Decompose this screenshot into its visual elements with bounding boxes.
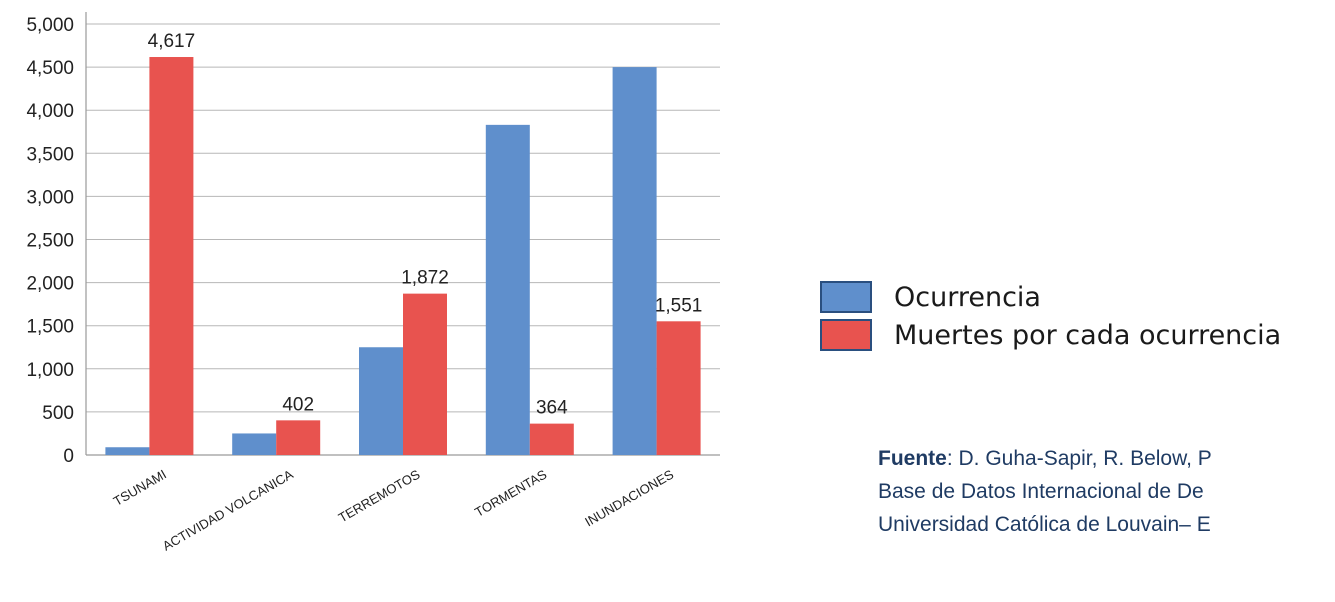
y-tick-label: 3,500 bbox=[26, 144, 74, 165]
bar-muertes bbox=[403, 293, 447, 455]
legend: Ocurrencia Muertes por cada ocurrencia bbox=[820, 278, 1281, 354]
x-tick-label: TORMENTAS bbox=[472, 466, 549, 519]
legend-swatch-ocurrencia bbox=[820, 281, 872, 313]
x-tick-label: TERREMOTOS bbox=[336, 466, 423, 525]
data-label: 4,617 bbox=[148, 31, 196, 52]
y-tick-label: 1,000 bbox=[26, 360, 74, 381]
y-tick-label: 2,500 bbox=[26, 231, 74, 252]
y-tick-label: 500 bbox=[42, 403, 74, 424]
data-label: 402 bbox=[282, 394, 314, 415]
y-tick-label: 3,000 bbox=[26, 187, 74, 208]
bar-muertes bbox=[149, 57, 194, 456]
source-line-1: Fuente: D. Guha-Sapir, R. Below, P bbox=[878, 442, 1212, 475]
y-tick-label: 0 bbox=[63, 446, 74, 467]
legend-swatch-muertes bbox=[820, 319, 872, 351]
bars bbox=[105, 57, 701, 456]
data-label: 364 bbox=[536, 398, 568, 419]
bar-ocurrencia bbox=[359, 347, 403, 455]
y-tick-label: 5,000 bbox=[26, 15, 74, 36]
bar-ocurrencia bbox=[485, 124, 530, 455]
y-tick-label: 2,000 bbox=[26, 274, 74, 295]
x-tick-label: TSUNAMI bbox=[111, 467, 169, 509]
y-tick-label: 1,500 bbox=[26, 317, 74, 338]
legend-label-muertes: Muertes por cada ocurrencia bbox=[894, 319, 1282, 351]
bar-muertes bbox=[529, 423, 574, 455]
bar-chart: 0 500 1,000 1,500 2,000 2,500 3,000 3,500 4,000 4… bbox=[26, 12, 720, 554]
source-line-2: Base de Datos Internacional de De bbox=[878, 480, 1204, 503]
legend-item-muertes: Muertes por cada ocurrencia bbox=[820, 316, 1281, 354]
y-tick-label: 4,500 bbox=[26, 58, 74, 79]
source-text-1: : D. Guha-Sapir, R. Below, P bbox=[946, 447, 1212, 470]
bar-muertes bbox=[276, 420, 321, 455]
x-tick-label: INUNDACIONES bbox=[582, 466, 676, 529]
source-line-3: Universidad Católica de Louvain– E bbox=[878, 513, 1211, 536]
bar-ocurrencia bbox=[612, 67, 657, 455]
legend-item-ocurrencia: Ocurrencia bbox=[820, 278, 1281, 316]
bar-muertes bbox=[656, 321, 701, 455]
labels: 0 500 1,000 1,500 2,000 2,500 3,000 3,500 4,000 4… bbox=[26, 15, 702, 554]
source-label: Fuente bbox=[878, 447, 947, 470]
x-tick-label: ACTIVIDAD VOLCANICA bbox=[160, 466, 296, 553]
bar-ocurrencia bbox=[105, 447, 150, 455]
y-tick-label: 4,000 bbox=[26, 101, 74, 122]
data-label: 1,551 bbox=[655, 295, 703, 316]
legend-label-ocurrencia: Ocurrencia bbox=[894, 281, 1041, 313]
bar-ocurrencia bbox=[232, 433, 277, 455]
source-note: Fuente: D. Guha-Sapir, R. Below, P Base … bbox=[878, 442, 1212, 541]
data-label: 1,872 bbox=[401, 268, 449, 289]
